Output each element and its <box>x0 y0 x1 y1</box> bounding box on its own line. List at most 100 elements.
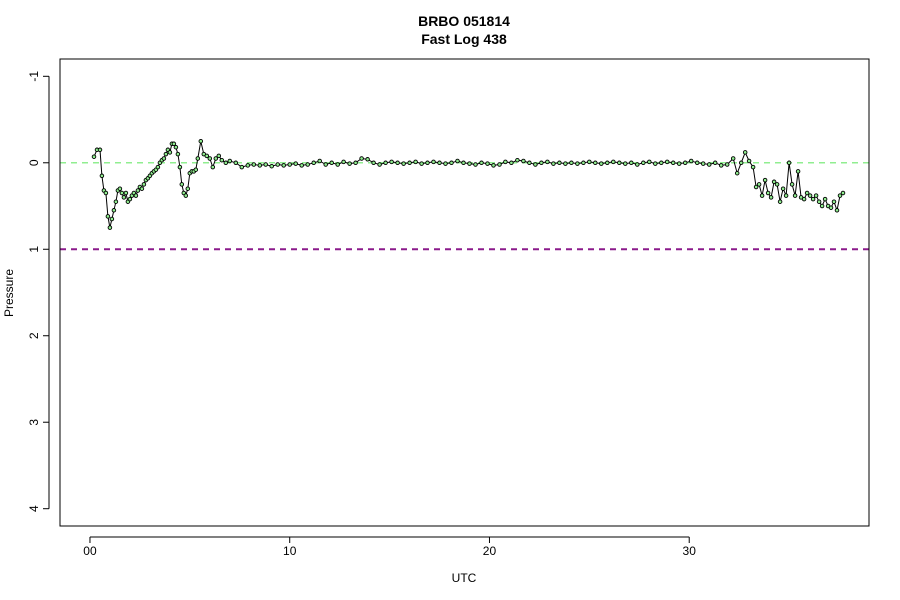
data-point <box>521 158 526 164</box>
data-point <box>167 150 173 155</box>
data-point <box>269 163 274 169</box>
data-point <box>746 158 752 164</box>
data-point <box>103 190 109 196</box>
data-point <box>455 158 460 164</box>
data-point <box>694 160 700 166</box>
data-point <box>734 170 740 176</box>
data-point <box>449 160 454 166</box>
data-point <box>810 196 816 202</box>
data-point <box>635 162 640 167</box>
data-point <box>768 195 774 200</box>
data-point <box>653 161 658 166</box>
data-point <box>792 193 798 198</box>
data-point <box>251 162 257 167</box>
data-point <box>539 160 544 166</box>
data-point <box>742 150 748 155</box>
data-point <box>706 162 712 167</box>
data-point <box>485 161 490 166</box>
y-tick-label: 1 <box>27 246 41 253</box>
data-point <box>837 193 843 198</box>
data-point <box>163 151 169 157</box>
y-axis-label: Pressure <box>2 269 16 317</box>
data-point <box>341 159 346 165</box>
data-point <box>173 144 179 150</box>
data-point <box>107 225 113 230</box>
data-point <box>177 164 183 170</box>
data-point <box>759 193 765 198</box>
y-tick-label: 4 <box>27 505 41 512</box>
data-point <box>557 160 562 166</box>
data-point <box>664 159 670 165</box>
plot-frame <box>59 58 870 527</box>
data-point <box>305 162 310 167</box>
data-point <box>515 157 520 163</box>
data-point <box>617 160 622 166</box>
data-point <box>335 162 340 167</box>
data-point <box>569 160 574 166</box>
data-point <box>795 169 801 174</box>
data-point <box>807 193 813 198</box>
data-point <box>207 156 213 161</box>
data-point <box>431 159 436 165</box>
x-tick-label: 30 <box>683 544 697 558</box>
data-point <box>371 160 376 166</box>
data-point <box>365 157 370 162</box>
data-point <box>750 164 756 170</box>
data-point <box>97 147 103 153</box>
data-point <box>413 159 418 165</box>
data-point <box>575 161 580 166</box>
data-point <box>551 161 556 166</box>
data-point <box>216 153 222 159</box>
data-point <box>287 162 292 167</box>
x-tick-label: 00 <box>83 544 97 558</box>
data-point <box>777 199 783 204</box>
data-point <box>210 164 216 170</box>
data-point <box>193 167 199 172</box>
data-point <box>688 158 694 164</box>
data-point <box>91 154 97 159</box>
data-point <box>198 138 204 144</box>
data-point <box>700 161 706 166</box>
y-tick-label: 3 <box>27 419 41 426</box>
data-point <box>281 163 286 168</box>
data-point <box>105 214 111 219</box>
data-point <box>503 159 508 165</box>
data-point <box>183 193 189 198</box>
data-point <box>730 156 736 161</box>
data-point <box>786 160 792 166</box>
data-point <box>127 196 133 202</box>
data-point <box>581 160 586 166</box>
data-point <box>774 182 780 187</box>
data-point <box>133 193 139 198</box>
data-point <box>682 160 688 166</box>
data-point <box>828 205 834 210</box>
data-point <box>113 199 119 204</box>
data-point <box>611 159 616 165</box>
data-point <box>765 190 771 196</box>
data-point <box>425 160 430 166</box>
data-point <box>204 153 210 159</box>
data-point <box>389 159 394 165</box>
data-point <box>353 160 358 166</box>
data-point <box>834 208 840 213</box>
x-tick-label: 10 <box>283 544 297 558</box>
data-point <box>99 173 105 179</box>
data-point <box>179 182 185 187</box>
data-point <box>419 161 424 166</box>
data-point <box>783 193 789 198</box>
data-point <box>641 160 646 166</box>
data-point <box>395 160 400 166</box>
data-point <box>780 186 786 191</box>
data-point <box>171 141 177 147</box>
chart-title: BRBO 051814 <box>418 13 510 29</box>
y-tick-label: 0 <box>27 159 41 166</box>
data-point <box>461 160 466 166</box>
data-point <box>329 160 334 166</box>
data-point <box>123 190 129 196</box>
data-point <box>819 203 825 209</box>
data-point <box>407 160 412 166</box>
data-point <box>527 160 532 166</box>
data-point <box>712 160 718 166</box>
data-point <box>377 162 382 167</box>
